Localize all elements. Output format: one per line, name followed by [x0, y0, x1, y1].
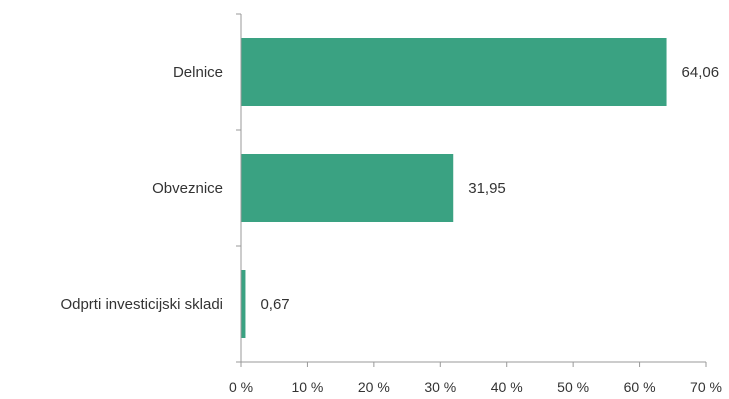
bar-3: [241, 270, 246, 338]
bar-2: [241, 154, 454, 222]
value-label-1: 64,06: [682, 64, 720, 81]
x-tick-label-6: 60 %: [624, 379, 656, 395]
x-tick-label-7: 70 %: [690, 379, 722, 395]
x-tick-label-2: 20 %: [358, 379, 390, 395]
value-label-2: 31,95: [468, 180, 506, 197]
value-label-3: 0,67: [260, 296, 289, 313]
labels-layer: Delnice 64,06 Obveznice 31,95 Odprti investi…: [60, 64, 722, 395]
x-tick-label-5: 50 %: [557, 379, 589, 395]
category-label-2: Obveznice: [152, 180, 223, 197]
category-label-1: Delnice: [173, 64, 223, 81]
x-tick-label-0: 0 %: [229, 379, 253, 395]
x-tick-label-1: 10 %: [291, 379, 323, 395]
bar-1: [241, 38, 667, 106]
bars-layer: [241, 38, 667, 338]
x-tick-label-4: 40 %: [491, 379, 523, 395]
axes-layer: [236, 13, 707, 367]
x-tick-label-3: 30 %: [424, 379, 456, 395]
category-label-3: Odprti investicijski skladi: [60, 296, 223, 313]
